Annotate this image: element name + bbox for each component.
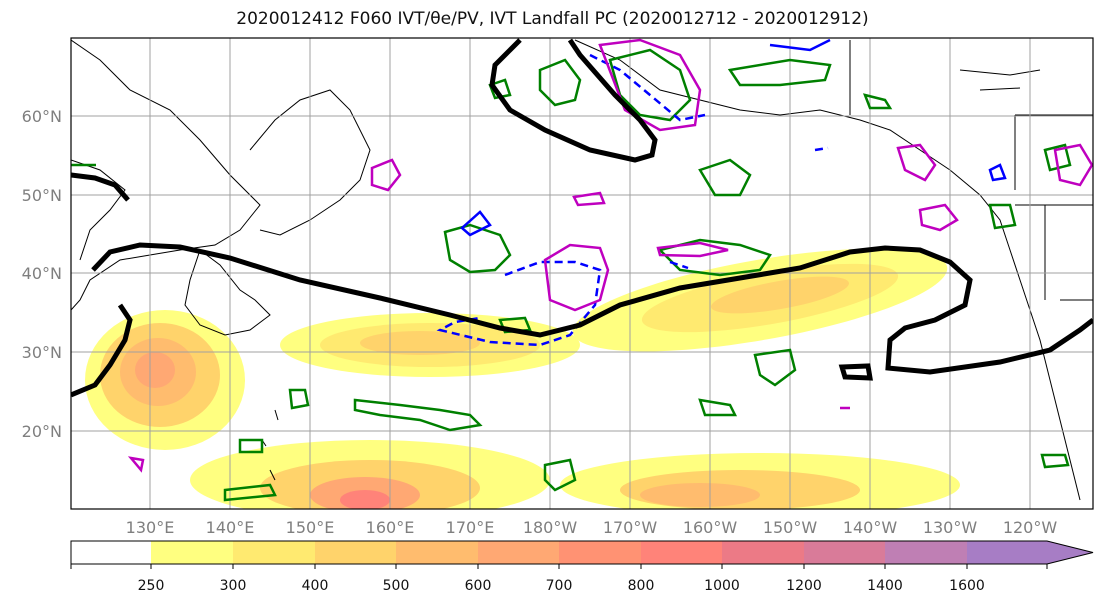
lon-tick-label: 140°W bbox=[842, 518, 898, 537]
figure-title: 2020012412 F060 IVT/θe/PV, IVT Landfall … bbox=[236, 9, 869, 29]
lat-tick-label: 40°N bbox=[21, 264, 62, 283]
lon-tick-label: 150°W bbox=[762, 518, 818, 537]
colorbar-label: 1400 bbox=[867, 578, 903, 594]
lon-tick-label: 170°E bbox=[445, 518, 495, 537]
colorbar bbox=[70, 540, 1094, 569]
colorbar-label: 300 bbox=[219, 578, 247, 594]
lon-tick-label: 170°W bbox=[602, 518, 658, 537]
colorbar-swatch-700 bbox=[559, 541, 641, 564]
colorbar-label: 1200 bbox=[786, 578, 822, 594]
colorbar-label: 800 bbox=[627, 578, 655, 594]
gridlines bbox=[71, 38, 1093, 509]
lon-tick-label: 180°W bbox=[522, 518, 578, 537]
colorbar-extend-arrow bbox=[1047, 541, 1093, 564]
lon-tick-label: 160°W bbox=[682, 518, 738, 537]
colorbar-label: 700 bbox=[545, 578, 573, 594]
colorbar-label: 400 bbox=[301, 578, 329, 594]
colorbar-swatch-250 bbox=[151, 541, 233, 564]
colorbar-swatch-500 bbox=[396, 541, 478, 564]
colorbar-swatch-800 bbox=[641, 541, 722, 564]
lat-tick-label: 20°N bbox=[21, 422, 62, 441]
colorbar-swatch-1600 bbox=[967, 541, 1047, 564]
map-frame bbox=[70, 37, 1094, 510]
pc-contours bbox=[71, 38, 1093, 398]
lon-tick-label: 130°E bbox=[125, 518, 175, 537]
lon-tick-label: 140°E bbox=[205, 518, 255, 537]
colorbar-swatch-1400 bbox=[885, 541, 967, 564]
lat-tick-label: 50°N bbox=[21, 186, 62, 205]
colorbar-label: 250 bbox=[137, 578, 165, 594]
colorbar-swatch-300 bbox=[233, 541, 315, 564]
colorbar-swatch-1000 bbox=[722, 541, 804, 564]
ivt-shading bbox=[85, 248, 960, 509]
lon-tick-label: 120°W bbox=[1002, 518, 1058, 537]
lon-tick-label: 150°E bbox=[285, 518, 335, 537]
colorbar-label: 500 bbox=[382, 578, 410, 594]
colorbar-swatch-1200 bbox=[804, 541, 885, 564]
colorbar-label: 600 bbox=[464, 578, 492, 594]
pv-contours bbox=[127, 38, 1093, 473]
colorbar-label: 1600 bbox=[949, 578, 985, 594]
theta-e-contours bbox=[436, 38, 1007, 347]
colorbar-swatch-400 bbox=[315, 541, 396, 564]
lon-tick-label: 160°E bbox=[365, 518, 415, 537]
colorbar-swatch-600 bbox=[478, 541, 559, 564]
lon-tick-label: 130°W bbox=[922, 518, 978, 537]
green-contours bbox=[71, 48, 1072, 502]
lat-tick-label: 60°N bbox=[21, 107, 62, 126]
lat-tick-label: 30°N bbox=[21, 343, 62, 362]
colorbar-label: 1000 bbox=[704, 578, 740, 594]
